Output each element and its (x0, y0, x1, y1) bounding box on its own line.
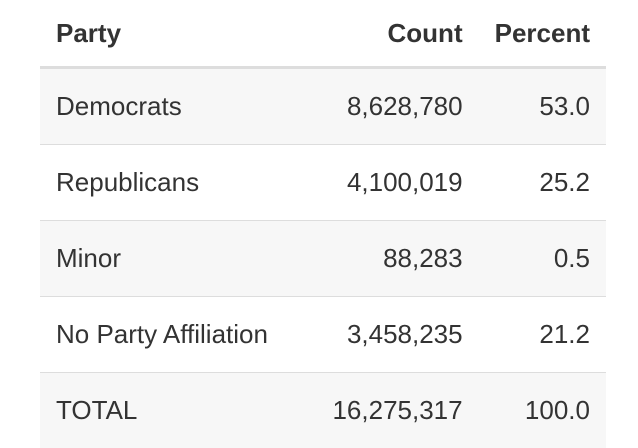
table-cell: 25.2 (479, 145, 606, 221)
table-cell: 4,100,019 (316, 145, 478, 221)
header-row: Party Count Percent (40, 0, 606, 68)
header-cell: Percent (479, 0, 606, 68)
header-cell: Count (316, 0, 478, 68)
table-header: Party Count Percent (40, 0, 606, 68)
table-cell: 21.2 (479, 297, 606, 373)
table-cell: No Party Affiliation (40, 297, 316, 373)
table-cell: 16,275,317 (316, 373, 478, 448)
table-cell: Minor (40, 221, 316, 297)
table-cell: 88,283 (316, 221, 478, 297)
table-cell: 53.0 (479, 68, 606, 145)
table-cell: TOTAL (40, 373, 316, 448)
table-cell: Republicans (40, 145, 316, 221)
header-cell: Party (40, 0, 316, 68)
table-cell: 8,628,780 (316, 68, 478, 145)
table-cell: 100.0 (479, 373, 606, 448)
table-cell: 3,458,235 (316, 297, 478, 373)
table-cell: 0.5 (479, 221, 606, 297)
table-cell: Democrats (40, 68, 316, 145)
